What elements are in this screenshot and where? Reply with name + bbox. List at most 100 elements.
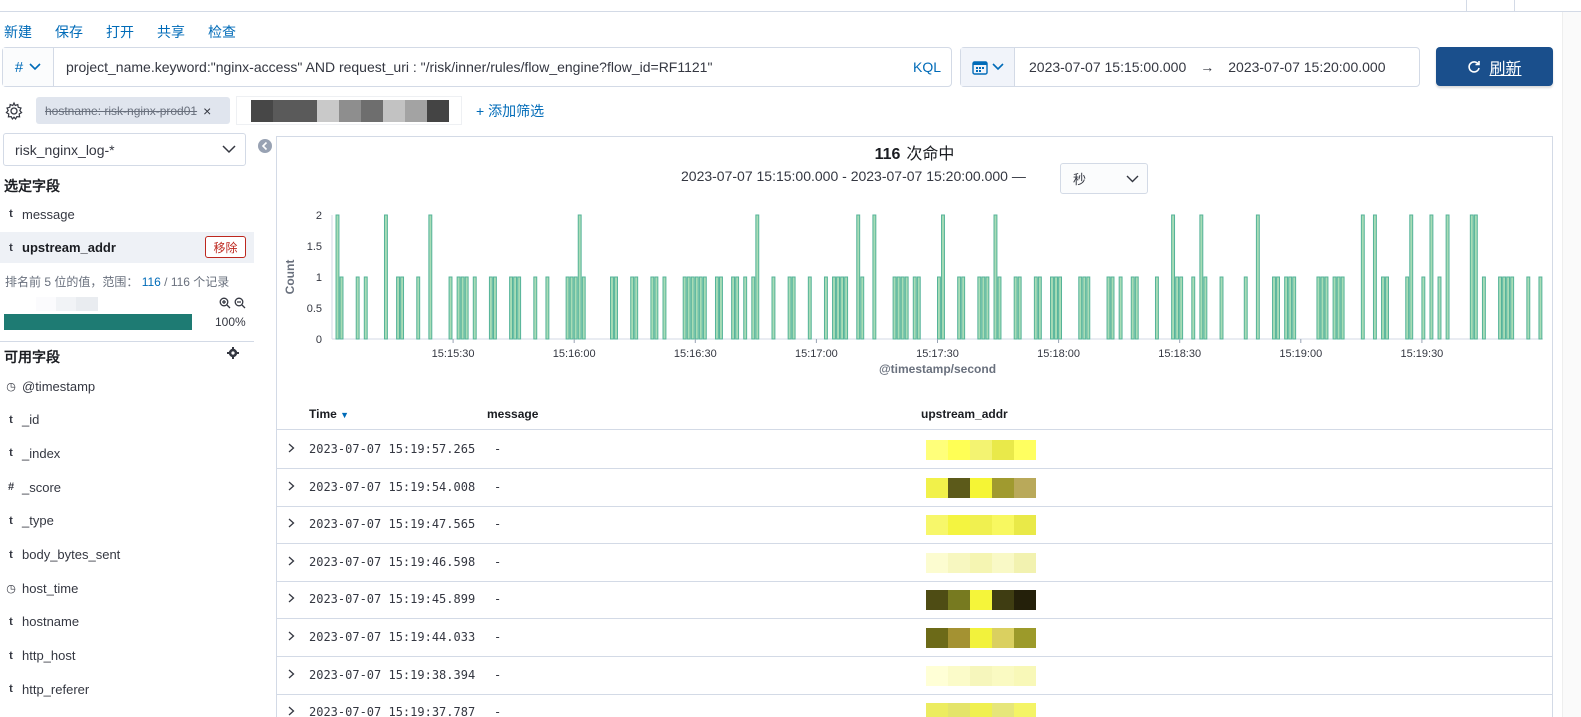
histogram-bar[interactable] [844, 276, 849, 340]
chevron-right-icon[interactable] [285, 554, 297, 568]
histogram-bar[interactable] [686, 276, 691, 340]
page-scrollbar[interactable] [1562, 12, 1581, 717]
histogram-bar[interactable] [1405, 276, 1410, 340]
histogram-bar[interactable] [1037, 276, 1042, 340]
histogram-bar[interactable] [836, 276, 840, 340]
histogram-bar[interactable] [630, 276, 635, 340]
histogram-bar[interactable] [383, 214, 388, 340]
menu-share[interactable]: 共享 [157, 24, 185, 40]
filter-pill-redacted[interactable] [236, 96, 462, 125]
interval-select[interactable]: 秒 [1060, 163, 1148, 194]
field-item[interactable]: t _index [0, 438, 254, 468]
histogram-bar[interactable] [1106, 276, 1111, 340]
histogram-bar[interactable] [694, 276, 699, 340]
histogram-bar[interactable] [1050, 276, 1054, 340]
field-item[interactable]: # _score [0, 472, 254, 502]
column-header-message[interactable]: message [487, 407, 539, 421]
chevron-right-icon[interactable] [285, 479, 297, 493]
histogram-bar[interactable] [1360, 214, 1365, 340]
histogram-bar[interactable] [698, 276, 703, 340]
histogram-bar[interactable] [1017, 276, 1022, 340]
filter-pill[interactable]: hostname: risk-nginx-prod01 × [36, 97, 230, 124]
histogram-bar[interactable] [1243, 276, 1248, 340]
histogram-bar[interactable] [892, 276, 897, 340]
histogram-bar[interactable] [832, 276, 836, 340]
histogram-bar[interactable] [1381, 276, 1385, 340]
histogram-bar[interactable] [363, 276, 368, 340]
histogram-bar[interactable] [610, 276, 614, 340]
histogram-bar[interactable] [1013, 276, 1018, 340]
zoom-out-icon[interactable] [234, 297, 246, 309]
histogram-bar[interactable] [650, 276, 655, 340]
field-settings-button[interactable] [227, 347, 239, 362]
chevron-right-icon[interactable] [285, 667, 297, 681]
histogram-bar[interactable] [941, 214, 945, 340]
histogram-bar[interactable] [1199, 214, 1204, 340]
histogram-bar[interactable] [1058, 276, 1063, 340]
table-row[interactable]: 2023-07-07 15:19:47.565 - [277, 506, 1553, 545]
chevron-right-icon[interactable] [285, 441, 297, 455]
histogram-bar[interactable] [1473, 214, 1478, 340]
histogram-bar[interactable] [577, 214, 582, 340]
table-row[interactable]: 2023-07-07 15:19:44.033 - [277, 619, 1553, 657]
histogram-bar[interactable] [1154, 276, 1159, 340]
histogram-bar[interactable] [807, 276, 812, 340]
menu-open[interactable]: 打开 [106, 24, 134, 40]
histogram-bar[interactable] [545, 276, 550, 340]
histogram-bar[interactable] [1203, 276, 1208, 340]
histogram-bar[interactable] [517, 276, 522, 340]
field-item[interactable]: t message [0, 199, 254, 229]
filter-settings-button[interactable] [4, 101, 24, 121]
histogram-bar[interactable] [428, 214, 433, 340]
histogram-bar[interactable] [702, 276, 707, 340]
histogram-bar[interactable] [977, 276, 982, 340]
histogram-bar[interactable] [488, 276, 493, 340]
histogram-bar[interactable] [1179, 276, 1184, 340]
histogram-bar[interactable] [1385, 276, 1389, 340]
histogram-bar[interactable] [1054, 276, 1058, 340]
chevron-right-icon[interactable] [285, 704, 297, 717]
histogram-bar[interactable] [771, 276, 776, 340]
histogram-bar[interactable] [912, 276, 917, 340]
table-row[interactable]: 2023-07-07 15:19:54.008 - [277, 469, 1553, 507]
column-header-time[interactable]: Time ▼ [309, 407, 349, 421]
histogram-bar[interactable] [1118, 276, 1123, 340]
chevron-right-icon[interactable] [285, 516, 297, 530]
histogram-bar[interactable] [916, 276, 921, 340]
histogram-bar[interactable] [396, 276, 400, 340]
histogram-bar[interactable] [1171, 214, 1176, 340]
add-filter-button[interactable]: + 添加筛选 [476, 103, 545, 119]
field-item[interactable]: t _type [0, 506, 254, 536]
histogram-bar[interactable] [1292, 276, 1297, 340]
histogram-bar[interactable] [1284, 276, 1289, 340]
histogram-bar[interactable] [719, 276, 723, 340]
histogram-bar[interactable] [904, 276, 909, 340]
histogram-bar[interactable] [1332, 276, 1337, 340]
histogram-bar[interactable] [1336, 276, 1341, 340]
histogram-bar[interactable] [791, 276, 796, 340]
histogram-bar[interactable] [1175, 276, 1180, 340]
histogram-bar[interactable] [1538, 276, 1543, 340]
histogram-bar[interactable] [1078, 276, 1083, 340]
histogram-bar[interactable] [492, 276, 497, 340]
histogram-bar[interactable] [856, 214, 861, 340]
histogram-bar[interactable] [1510, 276, 1515, 340]
histogram-bar[interactable] [896, 276, 901, 340]
histogram-bar[interactable] [840, 276, 845, 340]
histogram-chart[interactable]: 0 0.5 1 1.5 2 15:15:30 15:16:00 15:16:30 15:17:0… [276, 200, 1553, 380]
menu-save[interactable]: 保存 [55, 24, 83, 40]
table-row[interactable]: 2023-07-07 15:19:37.787 - [277, 694, 1553, 717]
histogram-bar[interactable] [1498, 276, 1503, 340]
quick-date-menu-button[interactable] [961, 48, 1015, 86]
histogram-bar[interactable] [997, 276, 1002, 340]
kql-button[interactable]: KQL [912, 59, 941, 75]
refresh-button[interactable]: 刷新 [1436, 47, 1553, 86]
histogram-bar[interactable] [682, 276, 687, 340]
histogram-bar[interactable] [714, 276, 719, 340]
histogram-bar[interactable] [335, 214, 340, 340]
histogram-bar[interactable] [1134, 276, 1139, 340]
zoom-in-icon[interactable] [219, 297, 231, 309]
histogram-bar[interactable] [957, 276, 962, 340]
histogram-bar[interactable] [1255, 214, 1260, 340]
histogram-bar[interactable] [339, 276, 344, 340]
